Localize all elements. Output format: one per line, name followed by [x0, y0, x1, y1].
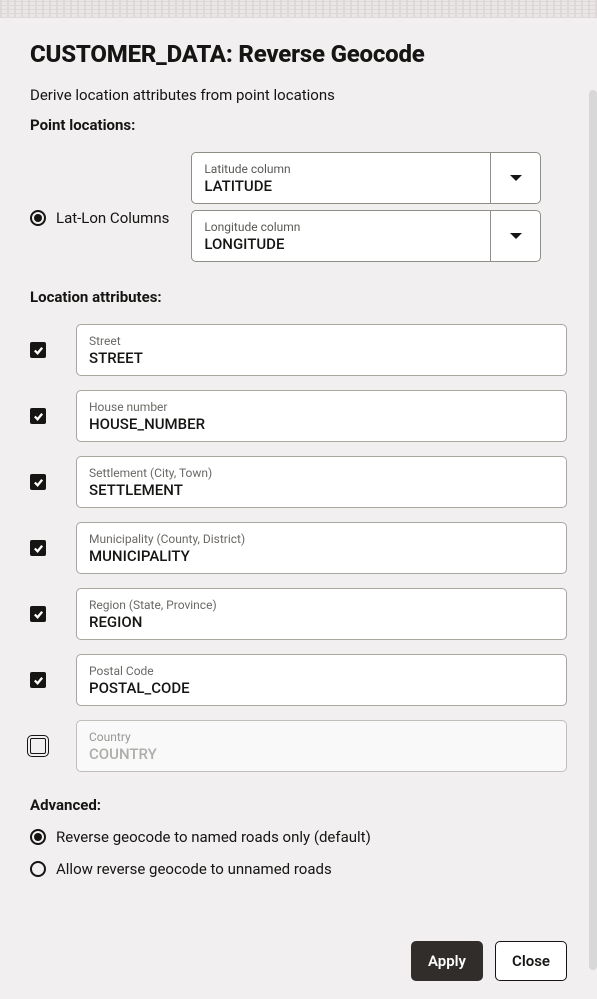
attribute-row: Postal CodePOSTAL_CODE	[30, 654, 567, 706]
advanced-option-label: Reverse geocode to named roads only (def…	[56, 828, 371, 846]
advanced-option: Allow reverse geocode to unnamed roads	[30, 860, 567, 878]
attribute-field-value: COUNTRY	[89, 745, 554, 764]
advanced-section-label: Advanced:	[30, 796, 567, 814]
latitude-dropdown-toggle[interactable]	[490, 153, 540, 203]
latlon-radio[interactable]	[30, 210, 46, 226]
attribute-row: Region (State, Province)REGION	[30, 588, 567, 640]
latitude-select[interactable]: Latitude column LATITUDE	[191, 152, 541, 204]
longitude-dropdown-toggle[interactable]	[490, 211, 540, 261]
advanced-option-radio[interactable]	[30, 829, 46, 845]
attribute-checkbox[interactable]	[30, 672, 46, 688]
advanced-option: Reverse geocode to named roads only (def…	[30, 828, 567, 846]
attribute-field[interactable]: Region (State, Province)REGION	[76, 588, 567, 640]
dialog-content: CUSTOMER_DATA: Reverse Geocode Derive lo…	[0, 18, 597, 999]
attribute-checkbox[interactable]	[30, 738, 46, 754]
page-title: CUSTOMER_DATA: Reverse Geocode	[30, 40, 567, 68]
attribute-field-label: House number	[89, 400, 554, 414]
longitude-select[interactable]: Longitude column LONGITUDE	[191, 210, 541, 262]
attribute-checkbox[interactable]	[30, 474, 46, 490]
attribute-field[interactable]: StreetSTREET	[76, 324, 567, 376]
attribute-checkbox[interactable]	[30, 408, 46, 424]
attribute-field-label: Settlement (City, Town)	[89, 466, 554, 480]
location-attributes-list: StreetSTREET House numberHOUSE_NUMBER Sett…	[30, 324, 567, 772]
attribute-field-value: STREET	[89, 349, 554, 368]
attribute-field-label: Country	[89, 730, 554, 744]
longitude-field-label: Longitude column	[204, 220, 478, 234]
attribute-field-label: Region (State, Province)	[89, 598, 554, 612]
advanced-option-radio[interactable]	[30, 861, 46, 877]
attribute-row: Settlement (City, Town)SETTLEMENT	[30, 456, 567, 508]
attribute-field-value: SETTLEMENT	[89, 481, 554, 500]
page-subtitle: Derive location attributes from point lo…	[30, 86, 567, 104]
attribute-field-label: Postal Code	[89, 664, 554, 678]
chevron-down-icon	[510, 233, 522, 239]
advanced-option-label: Allow reverse geocode to unnamed roads	[56, 860, 332, 878]
attribute-field[interactable]: Settlement (City, Town)SETTLEMENT	[76, 456, 567, 508]
attribute-field-label: Street	[89, 334, 554, 348]
latitude-field-value: LATITUDE	[204, 177, 478, 196]
point-locations-label: Point locations:	[30, 116, 567, 134]
attribute-field-label: Municipality (County, District)	[89, 532, 554, 546]
latitude-field-label: Latitude column	[204, 162, 478, 176]
attribute-field-value: POSTAL_CODE	[89, 679, 554, 698]
attribute-field[interactable]: Postal CodePOSTAL_CODE	[76, 654, 567, 706]
dialog-footer: Apply Close	[411, 941, 567, 981]
attribute-field-value: MUNICIPALITY	[89, 547, 554, 566]
chevron-down-icon	[510, 175, 522, 181]
attribute-checkbox[interactable]	[30, 540, 46, 556]
latlon-radio-label: Lat-Lon Columns	[56, 209, 169, 227]
attribute-row: CountryCOUNTRY	[30, 720, 567, 772]
scrollbar[interactable]	[589, 90, 597, 970]
apply-button[interactable]: Apply	[411, 941, 483, 981]
close-button[interactable]: Close	[495, 941, 567, 981]
attribute-row: House numberHOUSE_NUMBER	[30, 390, 567, 442]
attribute-row: Municipality (County, District)MUNICIPAL…	[30, 522, 567, 574]
attribute-checkbox[interactable]	[30, 342, 46, 358]
attribute-field-value: REGION	[89, 613, 554, 632]
advanced-options: Reverse geocode to named roads only (def…	[30, 828, 567, 878]
decorative-header-strip	[0, 0, 597, 18]
location-attributes-label: Location attributes:	[30, 288, 567, 306]
attribute-field[interactable]: House numberHOUSE_NUMBER	[76, 390, 567, 442]
attribute-field: CountryCOUNTRY	[76, 720, 567, 772]
attribute-checkbox[interactable]	[30, 606, 46, 622]
attribute-field[interactable]: Municipality (County, District)MUNICIPAL…	[76, 522, 567, 574]
attribute-row: StreetSTREET	[30, 324, 567, 376]
attribute-field-value: HOUSE_NUMBER	[89, 415, 554, 434]
longitude-field-value: LONGITUDE	[204, 235, 478, 254]
